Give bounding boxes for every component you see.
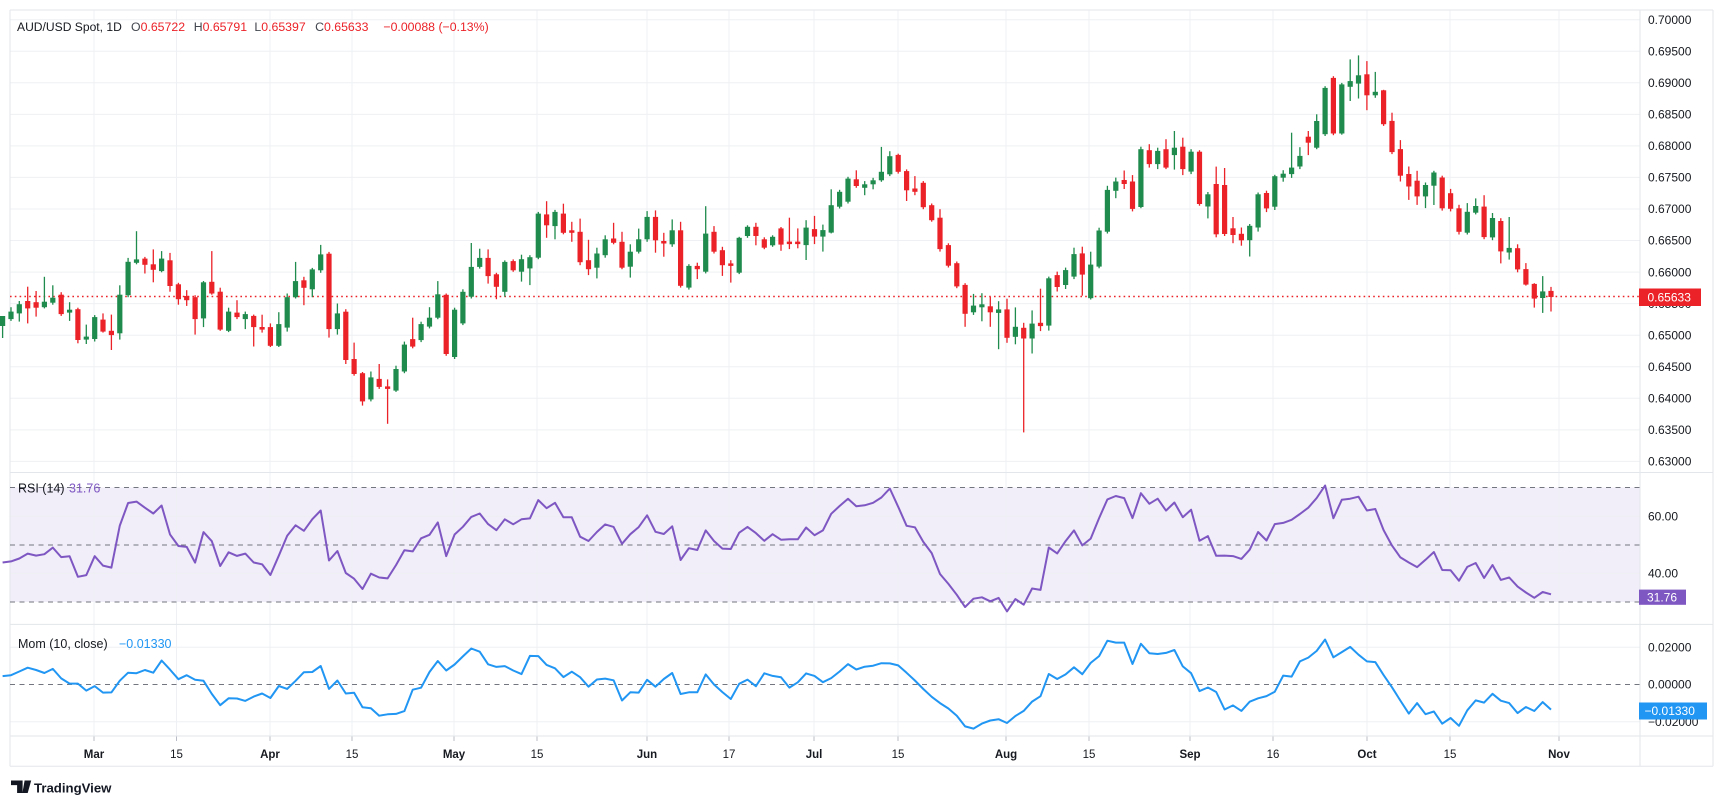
svg-text:31.76: 31.76	[1647, 591, 1677, 605]
svg-text:Sep: Sep	[1179, 749, 1200, 761]
svg-text:0.64000: 0.64000	[1648, 392, 1692, 406]
svg-text:16: 16	[1267, 749, 1280, 761]
svg-text:L0.65397: L0.65397	[254, 20, 305, 34]
svg-text:Nov: Nov	[1548, 749, 1570, 761]
svg-text:15: 15	[892, 749, 905, 761]
svg-text:Oct: Oct	[1357, 749, 1376, 761]
svg-text:17: 17	[723, 749, 736, 761]
svg-text:Mom (10, close): Mom (10, close)	[18, 637, 108, 651]
svg-text:0.68500: 0.68500	[1648, 108, 1692, 122]
svg-text:0.64500: 0.64500	[1648, 360, 1692, 374]
svg-text:0.65000: 0.65000	[1648, 328, 1692, 342]
svg-text:0.66500: 0.66500	[1648, 234, 1692, 248]
svg-text:Aug: Aug	[995, 749, 1017, 761]
svg-text:0.66000: 0.66000	[1648, 265, 1692, 279]
svg-text:0.67000: 0.67000	[1648, 202, 1692, 216]
svg-text:Mar: Mar	[84, 749, 105, 761]
svg-text:0.65633: 0.65633	[1648, 290, 1692, 304]
svg-text:Jun: Jun	[637, 749, 657, 761]
svg-text:0.69500: 0.69500	[1648, 45, 1692, 59]
svg-text:−0.00088 (−0.13%): −0.00088 (−0.13%)	[383, 20, 488, 34]
svg-text:15: 15	[1083, 749, 1096, 761]
svg-text:O0.65722: O0.65722	[131, 20, 185, 34]
svg-text:0.00000: 0.00000	[1648, 678, 1692, 692]
svg-text:−0.01330: −0.01330	[119, 637, 172, 651]
svg-text:0.63000: 0.63000	[1648, 455, 1692, 469]
svg-text:0.70000: 0.70000	[1648, 13, 1692, 27]
svg-text:TradingView: TradingView	[34, 781, 112, 796]
svg-text:0.63500: 0.63500	[1648, 423, 1692, 437]
svg-text:60.00: 60.00	[1648, 509, 1678, 523]
svg-text:C0.65633: C0.65633	[315, 20, 369, 34]
svg-text:Apr: Apr	[260, 749, 280, 761]
svg-text:15: 15	[170, 749, 183, 761]
svg-text:Jul: Jul	[806, 749, 823, 761]
svg-text:15: 15	[346, 749, 359, 761]
svg-text:15: 15	[531, 749, 544, 761]
svg-text:H0.65791: H0.65791	[194, 20, 248, 34]
svg-text:May: May	[443, 749, 466, 761]
svg-text:40.00: 40.00	[1648, 567, 1678, 581]
svg-text:−0.01330: −0.01330	[1645, 704, 1696, 718]
svg-text:AUD/USD Spot, 1D: AUD/USD Spot, 1D	[17, 20, 122, 34]
svg-text:15: 15	[1444, 749, 1457, 761]
svg-text:0.67500: 0.67500	[1648, 171, 1692, 185]
svg-text:31.76: 31.76	[69, 482, 100, 496]
svg-text:0.68000: 0.68000	[1648, 139, 1692, 153]
svg-text:RSI (14): RSI (14)	[18, 482, 65, 496]
svg-text:0.02000: 0.02000	[1648, 641, 1692, 655]
svg-text:0.69000: 0.69000	[1648, 76, 1692, 90]
